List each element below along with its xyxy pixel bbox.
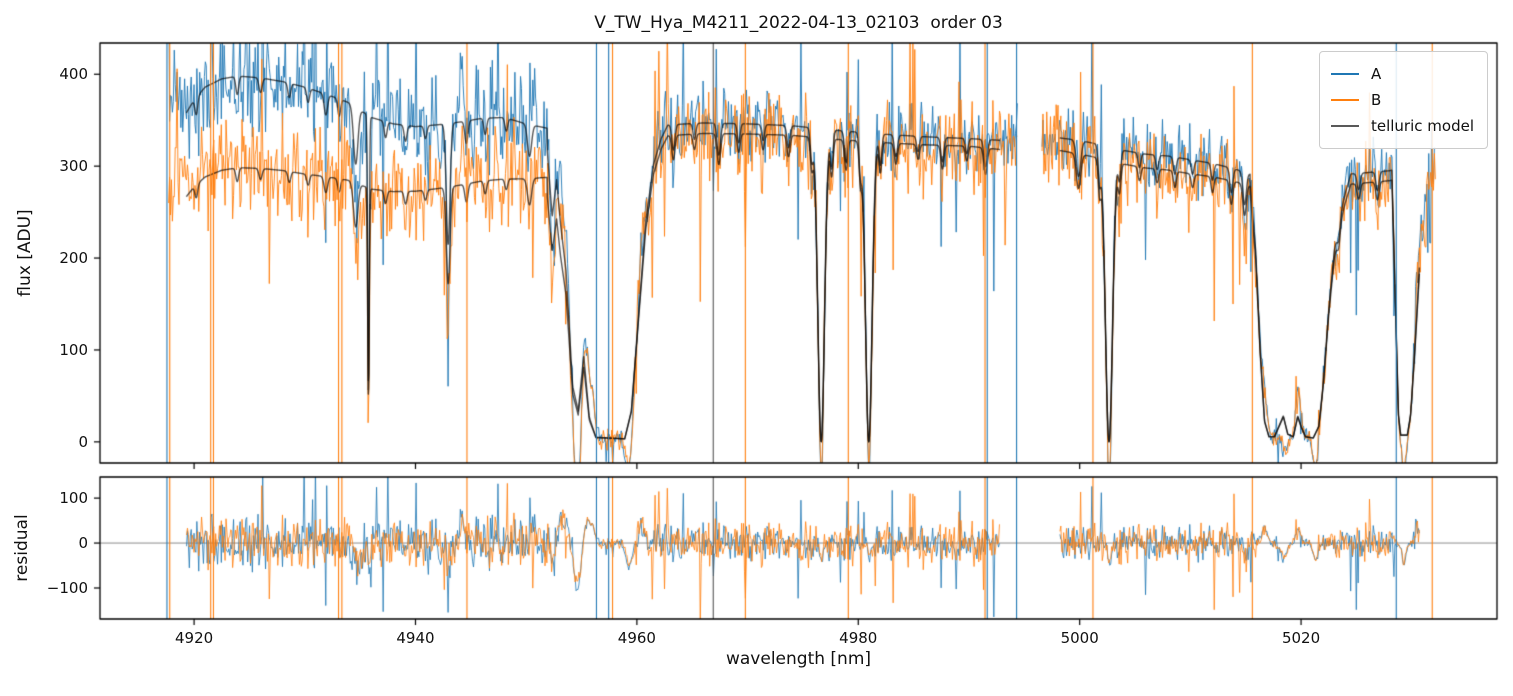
flux-tick-label-100: 100	[59, 340, 88, 359]
legend-line-b	[1330, 98, 1359, 102]
x-tick-label-5000: 5000	[1060, 629, 1099, 647]
legend-entry-b: B	[1330, 87, 1474, 113]
legend-box: A B telluric model	[1318, 51, 1488, 149]
residual-tick-label--100: −100	[46, 578, 88, 597]
legend-line-a	[1330, 72, 1359, 76]
legend-label-a: A	[1370, 65, 1382, 83]
flux-tick-label-0: 0	[78, 432, 88, 451]
x-tick-label-4980: 4980	[839, 629, 878, 647]
flux-tick-label-300: 300	[59, 157, 88, 176]
legend-line-telluric-model	[1330, 124, 1359, 128]
plot-title: V_TW_Hya_M4211_2022-04-13_02103 order 03	[594, 13, 1003, 33]
x-tick-label-4920: 4920	[174, 629, 214, 647]
residual-tick-label-100: 100	[59, 489, 88, 508]
x-tick-label-5020: 5020	[1281, 629, 1321, 647]
legend-entry-telluric-model: telluric model	[1330, 113, 1474, 139]
flux-tick-label-200: 200	[59, 249, 88, 268]
legend-label-telluric-model: telluric model	[1370, 117, 1474, 135]
legend-label-b: B	[1370, 91, 1382, 109]
legend-entry-a: A	[1330, 61, 1474, 87]
x-tick-label-4940: 4940	[396, 629, 435, 647]
flux-tick-label-400: 400	[59, 65, 88, 84]
residual-tick-label-0: 0	[78, 534, 88, 553]
x-tick-label-4960: 4960	[617, 629, 656, 647]
wavelength-axis-label: wavelength [nm]	[725, 649, 872, 669]
